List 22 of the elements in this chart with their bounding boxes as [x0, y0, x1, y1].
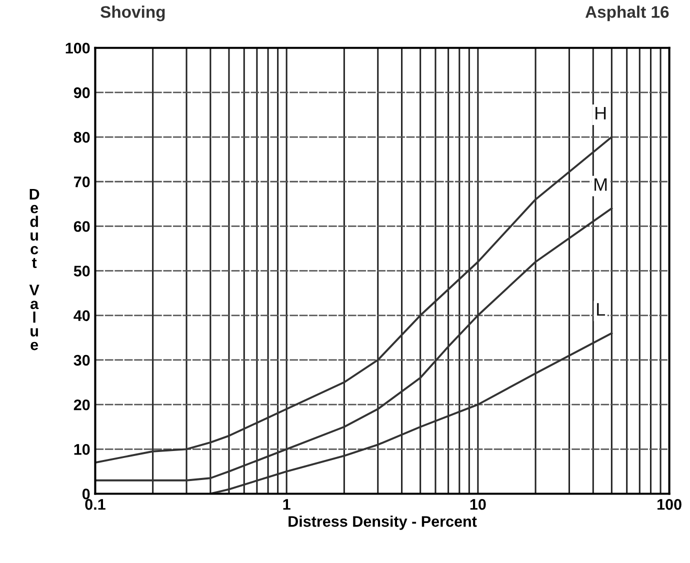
y-tick-label: 30: [74, 354, 90, 366]
x-tick-label: 10: [470, 499, 486, 510]
y-tick-label: 40: [74, 310, 90, 322]
series-label: L: [597, 303, 606, 316]
chart-subtitle: Asphalt 16: [585, 6, 669, 22]
x-tick-label: 0.1: [85, 499, 106, 510]
x-tick-label: 1: [283, 499, 290, 510]
y-tick-label: 80: [74, 132, 90, 143]
y-tick-label: 20: [74, 399, 90, 410]
y-tick-label: 70: [74, 176, 90, 188]
series-label: M: [594, 178, 607, 191]
y-tick-label: 10: [74, 444, 90, 455]
y-tick-label: 50: [74, 266, 90, 276]
x-tick-label: 100: [658, 499, 682, 510]
y-tick-label: 60: [74, 221, 90, 232]
y-tick-label: 90: [74, 87, 90, 98]
text: Deduct Value: [29, 188, 40, 350]
x-axis-title: Distress Density - Percent: [288, 516, 477, 530]
y-tick-label: 100: [66, 42, 90, 54]
series-label: H: [596, 106, 606, 120]
chart-title: Shoving: [100, 6, 165, 22]
y-tick-label: 0: [82, 488, 90, 500]
